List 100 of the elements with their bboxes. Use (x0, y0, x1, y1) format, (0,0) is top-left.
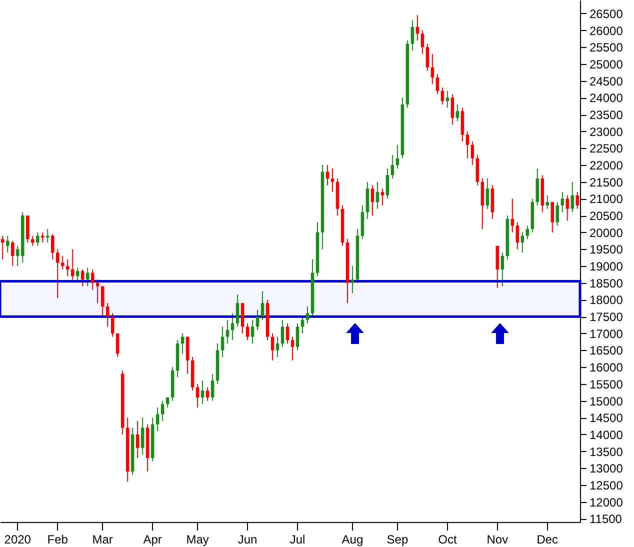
candlestick (186, 336, 190, 374)
y-tick-label: 26500 (590, 6, 624, 21)
candlestick (450, 94, 454, 126)
candlestick (490, 184, 494, 220)
y-tick-label: 22000 (590, 158, 624, 173)
candlestick (56, 248, 60, 299)
candlestick (160, 400, 164, 422)
candlestick (40, 232, 44, 243)
x-tick-label: Jun (238, 532, 258, 546)
candlestick (76, 267, 80, 284)
candlestick (200, 380, 204, 405)
candlestick (570, 181, 574, 213)
candlestick (426, 43, 430, 72)
y-tick-label: 20500 (590, 209, 624, 224)
y-tick-label: 24500 (590, 74, 624, 88)
y-tick-label: 14000 (590, 428, 624, 442)
candlestick (410, 20, 414, 52)
candlestick (210, 373, 214, 402)
candlestick (10, 240, 14, 267)
candlestick (360, 204, 364, 240)
candlestick (556, 202, 560, 226)
x-tick-label: Apr (143, 532, 162, 546)
candlestick (470, 140, 474, 166)
candlestick (446, 90, 450, 108)
candlestick (536, 168, 540, 206)
candlestick (50, 234, 54, 260)
candlestick (370, 184, 374, 216)
candlestick (36, 232, 40, 246)
candlestick (566, 194, 570, 222)
y-tick-label: 22500 (590, 142, 624, 156)
candlestick (520, 232, 524, 254)
y-tick-label: 14500 (590, 411, 624, 426)
candlestick (460, 107, 464, 142)
y-tick-label: 16500 (590, 344, 624, 358)
y-tick-label: 24000 (590, 91, 624, 106)
candlestick (306, 306, 310, 324)
candlestick (550, 202, 554, 233)
x-tick-label: Feb (47, 532, 68, 546)
y-tick-label: 23000 (590, 124, 624, 139)
candlestick (196, 383, 200, 408)
y-tick-label: 18500 (590, 276, 624, 290)
y-tick-label: 15500 (590, 377, 624, 392)
candlestick (386, 168, 390, 200)
candlestick (390, 154, 394, 179)
candlestick (100, 286, 104, 318)
candlestick (480, 178, 484, 230)
candlestick (96, 279, 100, 304)
candlestick (436, 74, 440, 95)
candlestick (240, 302, 244, 334)
candlestick (246, 322, 250, 341)
y-tick-label: 23500 (590, 108, 624, 122)
candlestick (156, 406, 160, 432)
x-tick-label: 2020 (4, 532, 32, 546)
candlestick (280, 319, 284, 348)
y-tick-label: 18000 (590, 293, 624, 308)
x-tick-label: May (186, 532, 209, 546)
y-tick-label: 15000 (590, 394, 624, 408)
candlestick (236, 294, 240, 328)
y-tick-label: 12000 (590, 495, 624, 510)
x-tick-label: Mar (92, 532, 113, 546)
candlestick (330, 168, 334, 192)
candlestick (486, 178, 490, 210)
candlestick (420, 30, 424, 54)
candlestick (256, 309, 260, 331)
candlestick (136, 420, 140, 459)
y-tick-label: 20000 (590, 226, 624, 240)
y-tick-label: 25000 (590, 57, 624, 72)
candlestick (476, 154, 480, 186)
x-tick-label: Jul (290, 532, 306, 546)
y-tick-label: 17000 (590, 326, 624, 341)
x-tick-label: Aug (342, 532, 364, 546)
candlestick (1, 235, 4, 260)
y-tick-label: 19500 (590, 242, 624, 257)
candlestick (66, 258, 70, 277)
candlestick (6, 235, 10, 254)
candlestick (430, 53, 434, 85)
candlestick (366, 181, 370, 220)
candlestick (290, 336, 294, 361)
y-tick-label: 19000 (590, 260, 624, 274)
y-tick-label: 17500 (590, 310, 624, 324)
candlestick (496, 245, 500, 288)
candlestick (546, 194, 550, 210)
candlestick (500, 252, 504, 287)
candlestick (466, 130, 470, 159)
candlestick (350, 266, 354, 294)
candlestick (116, 332, 120, 358)
candlestick (60, 255, 64, 270)
candlestick (140, 417, 144, 456)
candlestick (286, 322, 290, 344)
candlestick (260, 290, 264, 320)
candlestick (226, 319, 230, 344)
candlestick (576, 191, 579, 210)
candlestick (46, 228, 50, 243)
y-tick-label: 11500 (590, 512, 622, 526)
candlestick (80, 268, 84, 287)
candlestick (90, 268, 94, 290)
candlestick (250, 319, 254, 344)
candlestick (110, 312, 114, 338)
candlestick (30, 235, 34, 246)
y-tick-label: 13000 (590, 462, 624, 476)
